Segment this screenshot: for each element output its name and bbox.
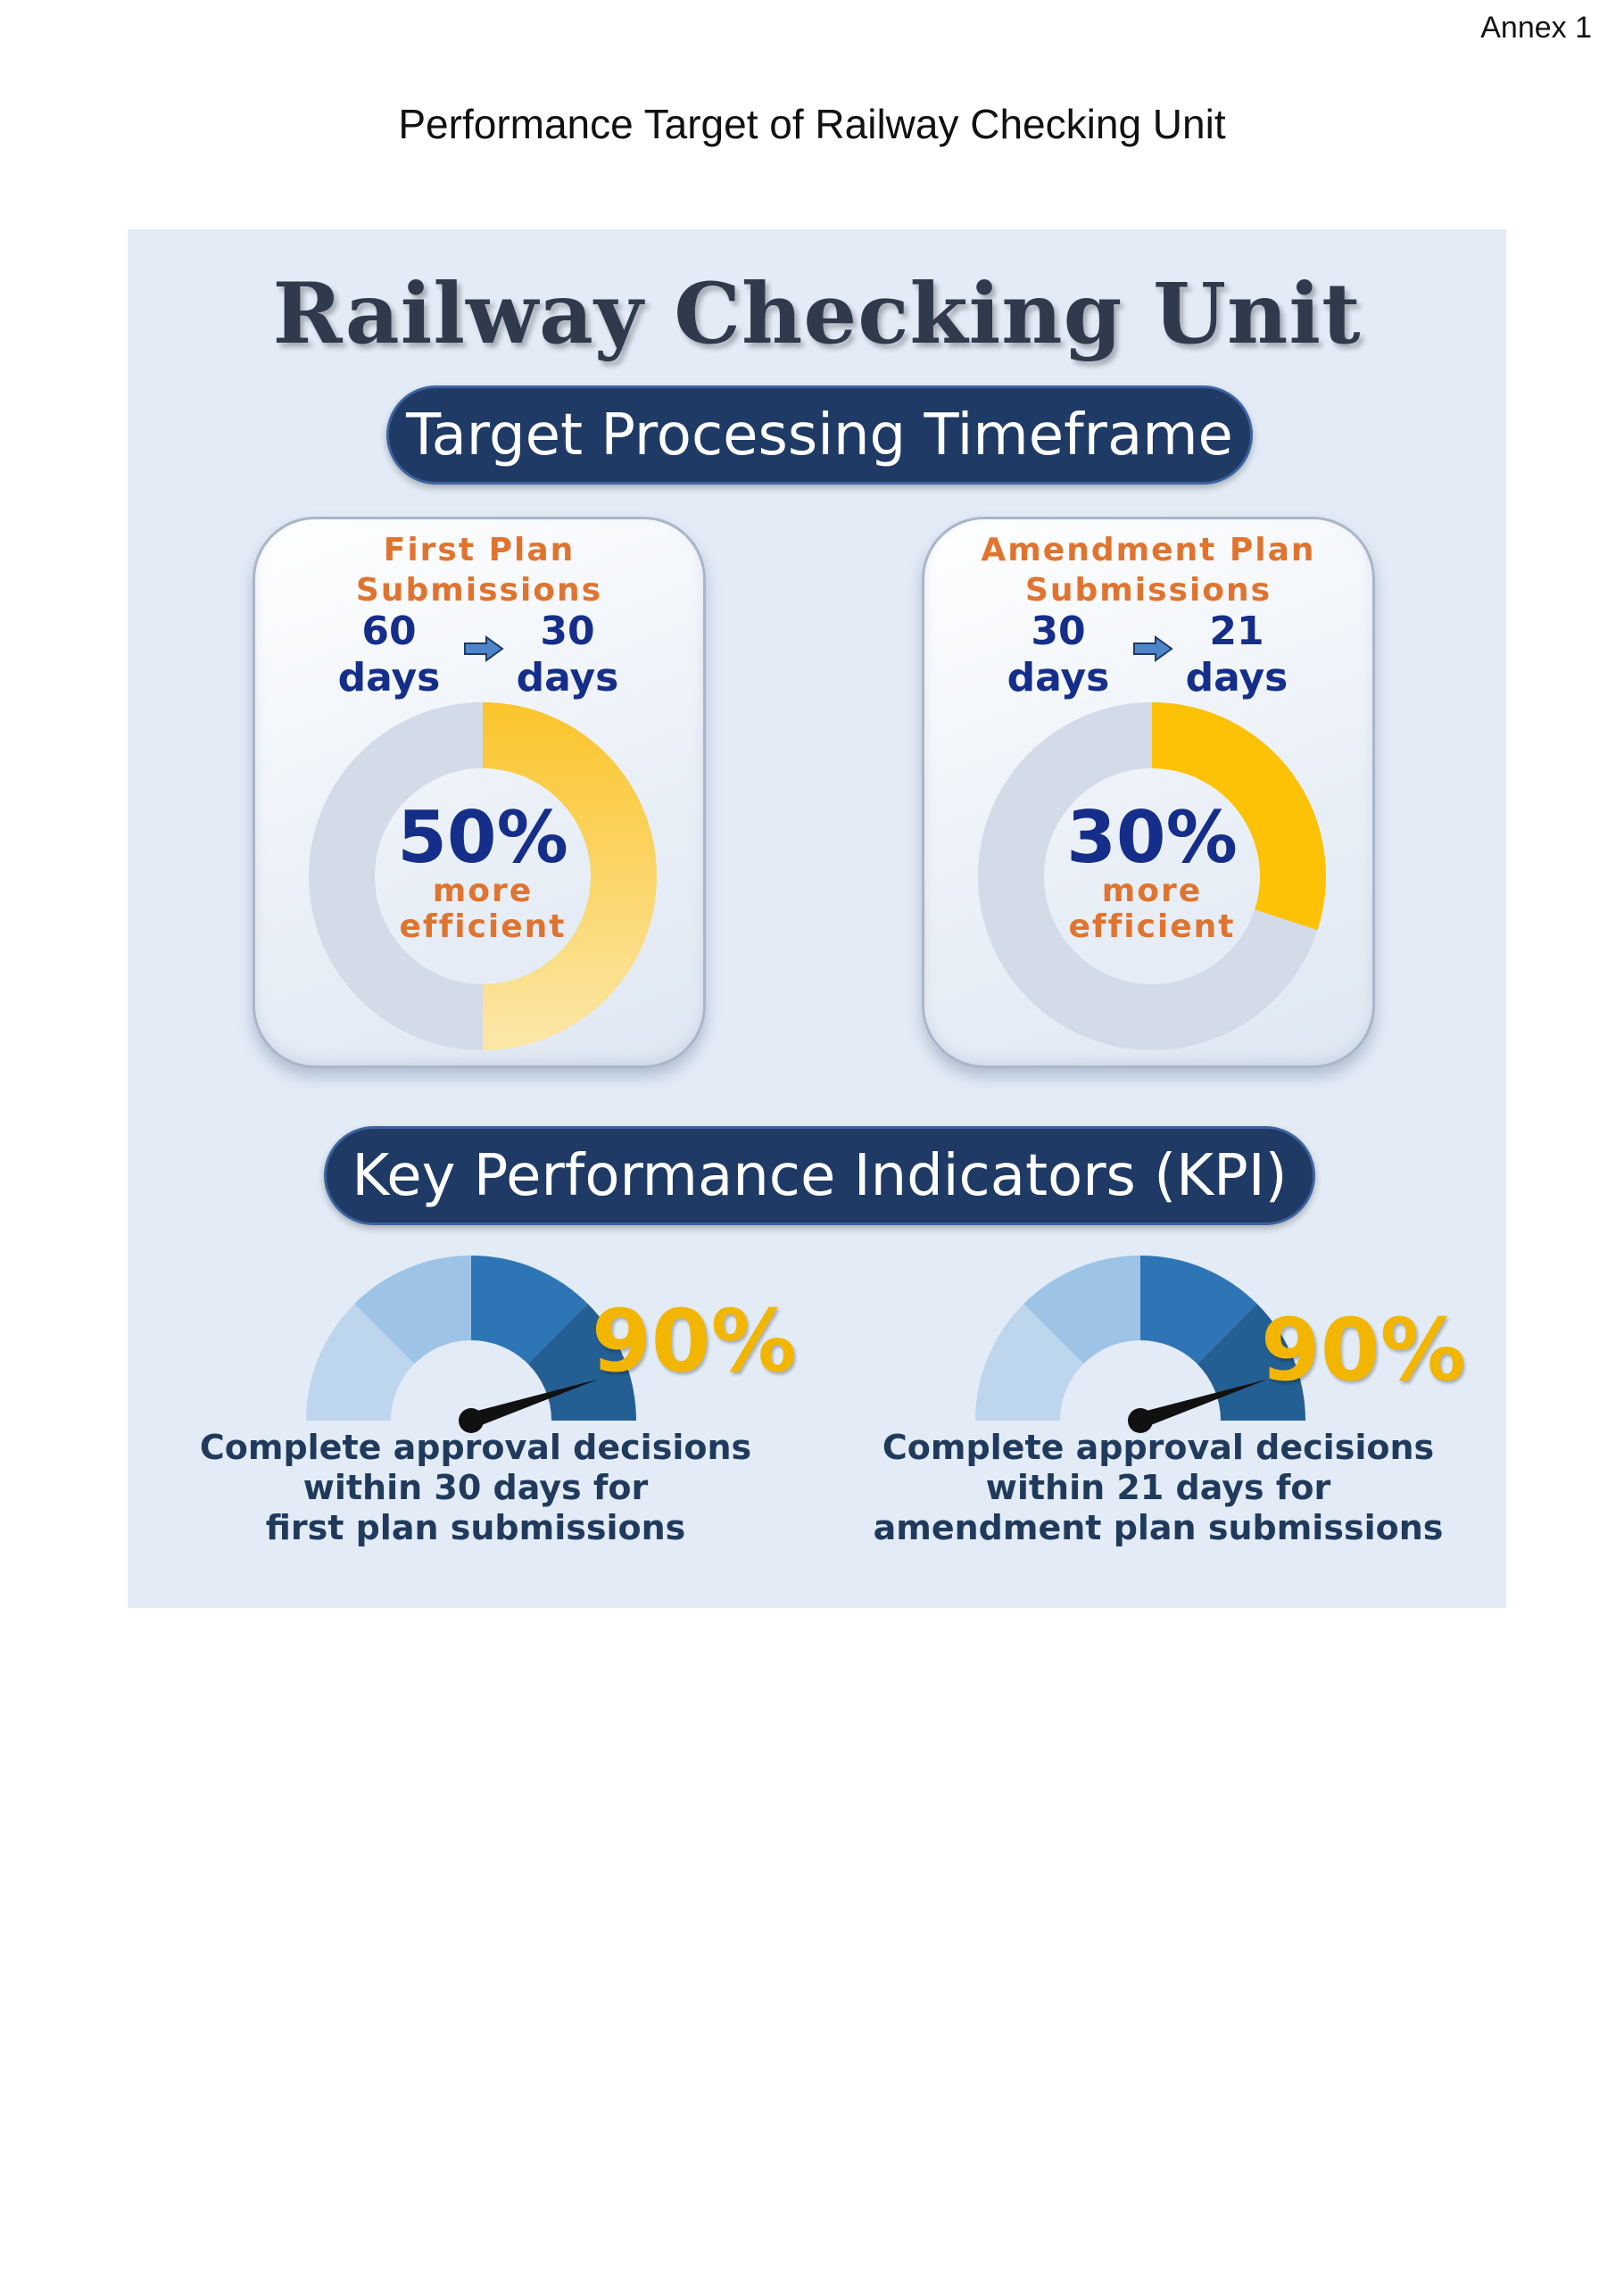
days-to: 21 days [1174,609,1299,701]
days-from: 60 days [327,609,452,701]
annex-label: Annex 1 [1480,11,1592,45]
efficiency-note-line: more [432,873,534,909]
efficiency-note-line: efficient [1068,908,1236,945]
efficiency-note: more efficient [309,874,657,945]
gauge-segment [306,1304,415,1421]
kpi-percent: 90% [1261,1300,1466,1400]
days-to-unit: days [1185,655,1288,700]
days-from-unit: days [1007,655,1110,700]
donut-label: 30% more efficient [978,702,1326,1050]
kpi-description-line: Complete approval decisions [199,1428,752,1467]
kpi-description-line: amendment plan submissions [873,1508,1444,1547]
gauge-hub [1128,1408,1153,1433]
efficiency-donut [309,702,657,1050]
right-arrow-icon [464,635,504,662]
unit-title: Railway Checking Unit [272,265,1362,363]
days-to-value: 30 [540,609,595,654]
first-plan-card: First Plan Submissions 60 days 30 days [253,517,706,1068]
kpi-description: Complete approval decisions within 21 da… [873,1428,1444,1548]
timeframe-heading: Target Processing Timeframe [386,385,1253,485]
days-from-value: 30 [1031,609,1086,654]
days-to-value: 21 [1209,609,1264,654]
gauge-segment [471,1256,588,1364]
gauge-segment [354,1256,471,1364]
kpi-gauge [306,1256,636,1433]
efficiency-note: more efficient [978,874,1326,945]
efficiency-note-line: efficient [399,908,567,945]
gauge-segment [975,1304,1084,1421]
days-from: 30 days [996,609,1121,701]
card-heading-line: Submissions [355,572,603,609]
card-heading: Amendment Plan Submissions [924,530,1372,610]
kpi-description-line: within 30 days for [302,1468,649,1507]
card-heading: First Plan Submissions [255,530,703,610]
kpi-description-line: first plan submissions [265,1508,686,1547]
kpi-description: Complete approval decisions within 30 da… [190,1428,761,1548]
amendment-plan-card: Amendment Plan Submissions 30 days 21 da… [922,517,1375,1068]
days-from-unit: days [337,655,441,700]
gauge-segment [1140,1256,1257,1364]
days-from-value: 60 [361,609,417,654]
donut-arc [483,702,657,1050]
kpi-gauge [975,1256,1305,1433]
efficiency-donut [978,702,1326,1050]
infographic-panel: Railway Checking Unit Target Processing … [128,229,1506,1608]
donut-arc [1152,702,1326,931]
kpi-description-line: within 21 days for [985,1468,1331,1507]
gauge-hub [459,1408,484,1433]
days-to-unit: days [516,655,619,700]
kpi-percent: 90% [592,1291,797,1391]
efficiency-note-line: more [1101,873,1203,909]
donut-label: 50% more efficient [309,702,657,1050]
efficiency-percent: 50% [397,796,568,879]
card-heading-line: Submissions [1024,572,1272,609]
gauge-needle-icon [1138,1379,1268,1429]
right-arrow-icon [1133,635,1173,662]
kpi-description-line: Complete approval decisions [882,1428,1435,1467]
gauge-needle-icon [468,1379,599,1429]
kpi-heading: Key Performance Indicators (KPI) [324,1126,1315,1225]
days-to: 30 days [505,609,630,701]
card-heading-line: Amendment Plan [981,532,1316,568]
efficiency-percent: 30% [1066,796,1238,879]
document-title: Performance Target of Railway Checking U… [398,101,1226,147]
gauge-segment [1023,1256,1140,1364]
card-heading-line: First Plan [383,532,576,568]
